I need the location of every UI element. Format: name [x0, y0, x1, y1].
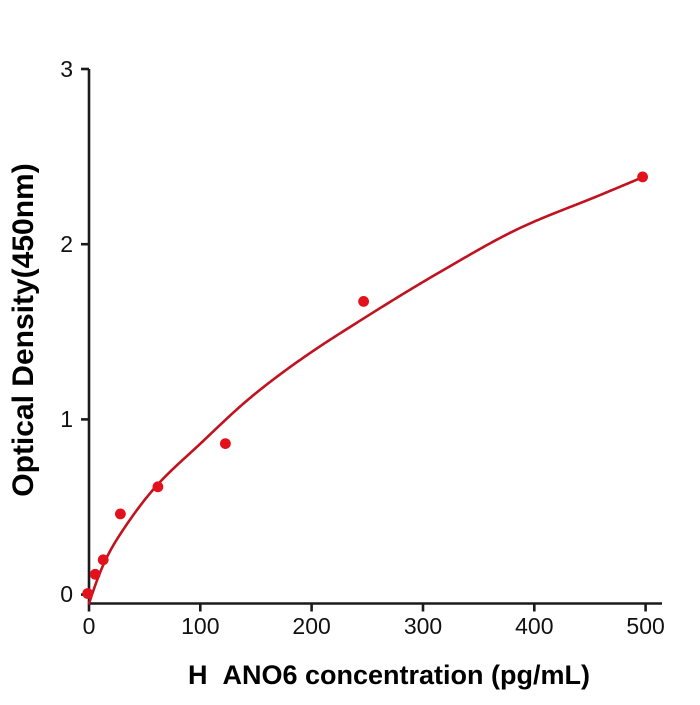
svg-text:200: 200 [292, 613, 330, 639]
svg-text:400: 400 [515, 613, 553, 639]
svg-text:0: 0 [83, 613, 96, 639]
svg-text:100: 100 [181, 613, 219, 639]
svg-text:500: 500 [626, 613, 664, 639]
svg-text:3: 3 [60, 56, 73, 82]
svg-text:300: 300 [404, 613, 442, 639]
svg-text:Optical Density(450nm): Optical Density(450nm) [7, 163, 40, 496]
svg-text:H ANO6 concentration (pg/mL): H ANO6 concentration (pg/mL) [188, 660, 590, 690]
svg-text:1: 1 [60, 406, 73, 432]
svg-text:0: 0 [60, 581, 73, 607]
svg-text:2: 2 [60, 231, 73, 257]
